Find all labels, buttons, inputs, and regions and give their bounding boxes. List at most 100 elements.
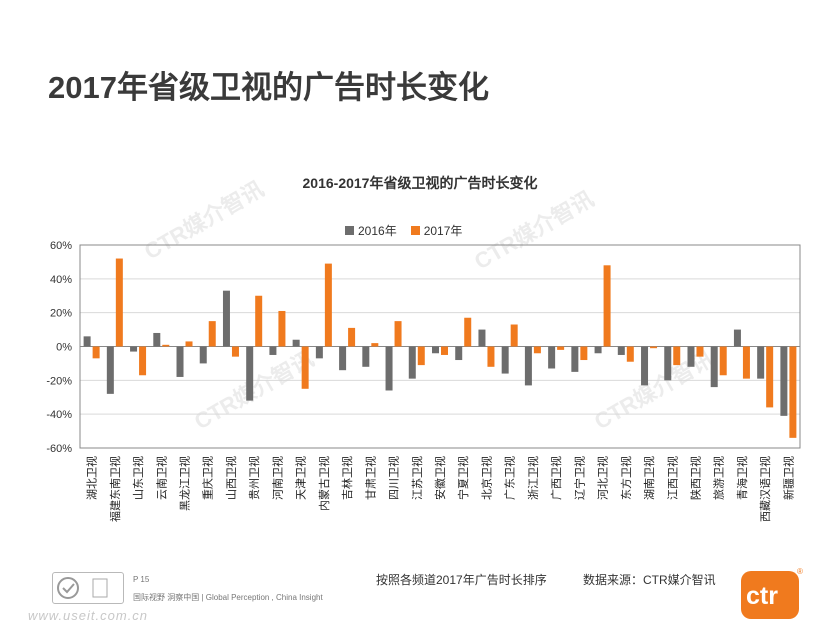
watermark-text: CTR媒介智讯 [590, 346, 718, 434]
x-tick-label: 浙江卫视 [526, 456, 540, 500]
bar-2017 [766, 346, 774, 408]
legend-swatch-2017 [410, 226, 420, 235]
source-note: 数据来源：CTR媒介智讯 [583, 573, 716, 587]
y-tick-label: 20% [50, 308, 72, 320]
x-tick-label: 安徽卫视 [433, 456, 447, 500]
legend-item-2017: 2017年 [410, 222, 463, 239]
watermark-text: CTR媒介智讯 [190, 346, 318, 434]
x-tick-label: 甘肃卫视 [363, 456, 377, 500]
bar-2016 [501, 346, 509, 374]
bar-2017 [487, 346, 495, 367]
bar-2016 [83, 336, 91, 347]
x-tick-label: 西藏汉语卫视 [758, 456, 772, 522]
bar-2017 [533, 346, 541, 354]
bar-2016 [199, 346, 207, 364]
bar-2017 [115, 258, 123, 347]
x-tick-label: 湖北卫视 [85, 456, 99, 500]
plot-area-frame [79, 244, 801, 449]
x-tick-label: 辽宁卫视 [572, 456, 586, 500]
legend-item-2016: 2016年 [345, 222, 397, 239]
y-tick-label: 0% [56, 342, 72, 354]
bar-2017 [626, 346, 634, 362]
bar-2016 [571, 346, 579, 372]
bar-2016 [153, 332, 161, 347]
y-tick-label: -60% [46, 443, 72, 455]
bar-2017 [301, 346, 309, 389]
bar-2016 [246, 346, 254, 401]
legend-swatch-2016 [345, 226, 354, 235]
bar-2016 [710, 346, 718, 388]
x-tick-label: 四川卫视 [387, 456, 401, 500]
bar-2017 [162, 344, 170, 347]
bar-2016 [106, 346, 114, 394]
ctr-logo [741, 571, 799, 619]
x-tick-label: 江苏卫视 [410, 456, 424, 500]
x-tick-label: 天津卫视 [294, 456, 308, 500]
x-tick-label: 重庆卫视 [201, 456, 215, 500]
bar-2017 [278, 310, 286, 347]
bar-2016 [617, 346, 625, 355]
bar-2016 [339, 346, 347, 371]
legend-label-2017: 2017年 [423, 224, 463, 238]
certification-seal-icon [57, 577, 108, 599]
bar-2017 [673, 346, 681, 366]
x-tick-label: 贵州卫视 [247, 456, 261, 500]
x-tick-label: 云南卫视 [154, 456, 168, 500]
x-tick-label: 东方卫视 [619, 456, 633, 500]
x-tick-label: 河南卫视 [270, 456, 284, 500]
y-axis-ticks: 60% 40% 20% 0% -20% -40% -60% [46, 240, 72, 455]
bar-2017 [92, 346, 100, 359]
bar-2017 [417, 346, 425, 366]
x-tick-label: 青海卫视 [735, 456, 749, 500]
y-tick-label: 40% [50, 274, 72, 286]
x-tick-label: 黑龙江卫视 [178, 456, 192, 511]
bar-2016 [130, 346, 138, 352]
bar-2016 [594, 346, 602, 354]
watermark-text: CTR媒介智讯 [470, 186, 598, 274]
website-watermark: www.useit.com.cn [28, 608, 149, 623]
sort-note: 按照各频道2017年广告时长排序 [376, 573, 547, 587]
bar-2016 [292, 339, 300, 347]
bar-2016 [664, 346, 672, 381]
x-tick-label: 新疆卫视 [781, 456, 795, 500]
bar-2017 [603, 265, 611, 347]
bar-2016 [176, 346, 184, 377]
bar-2016 [222, 290, 230, 347]
bar-2016 [478, 329, 486, 347]
bar-2016 [524, 346, 532, 386]
bar-2016 [687, 346, 695, 367]
y-tick-label: -40% [46, 409, 72, 421]
bar-2017 [580, 346, 588, 361]
y-tick-label: -20% [46, 375, 72, 387]
bar-2017 [510, 324, 518, 347]
bar-2016 [548, 346, 556, 369]
bar-2017 [185, 341, 193, 347]
x-tick-label: 河北卫视 [596, 456, 610, 500]
bar-2017 [208, 321, 216, 347]
bar-2017 [324, 263, 332, 347]
x-tick-label: 江西卫视 [665, 456, 679, 500]
x-tick-label: 山东卫视 [131, 456, 145, 500]
bar-2017 [464, 317, 472, 347]
chart-legend: 2016年 2017年 [345, 222, 462, 239]
x-tick-label: 宁夏卫视 [456, 456, 470, 500]
bar-2017 [231, 346, 239, 357]
chart-bars [83, 258, 797, 438]
bar-2016 [315, 346, 323, 359]
bar-2017 [255, 295, 263, 347]
bar-2016 [408, 346, 416, 379]
x-tick-label: 旅游卫视 [712, 456, 726, 500]
x-tick-label: 北京卫视 [479, 456, 493, 500]
x-axis-labels: 湖北卫视 福建东南卫视 山东卫视 云南卫视 黑龙江卫视 重庆卫视 山西卫视 贵州卫视 河南卫视天… [85, 456, 796, 522]
page-title: 2017年省级卫视的广告时长变化 [48, 70, 489, 105]
x-tick-label: 湖南卫视 [642, 456, 656, 500]
bar-2017 [371, 343, 379, 347]
x-tick-label: 山西卫视 [224, 456, 238, 500]
bar-2016 [757, 346, 765, 379]
x-tick-label: 内蒙古卫视 [317, 456, 331, 511]
bar-2017 [348, 327, 356, 347]
x-tick-label: 吉林卫视 [340, 456, 354, 500]
ctr-logo-text: ctr [746, 582, 778, 610]
legend-label-2016: 2016年 [358, 224, 397, 238]
bar-2016 [432, 346, 439, 354]
